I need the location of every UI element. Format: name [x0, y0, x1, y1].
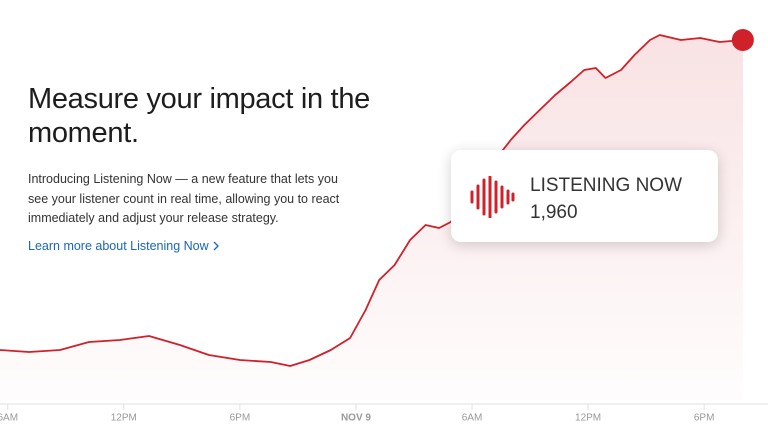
latest-point [731, 29, 754, 51]
line [0, 34, 743, 367]
x-tick-label: 6PM [694, 413, 715, 424]
body-text: Introducing Listening Now — a new featur… [28, 172, 340, 225]
link-text[interactable]: Learn more about Listening Now [28, 238, 209, 253]
learn-more-link[interactable]: Learn more about Listening Now [28, 239, 220, 253]
listener-count: 1,960 [530, 202, 578, 223]
x-tick-label: 12PM [575, 413, 601, 424]
x-tick-label: NOV 9 [341, 413, 371, 424]
listening-card: LISTENING NOW 1,960 [451, 150, 718, 242]
x-tick-label: 12PM [111, 413, 137, 424]
header: Measure your impact in the moment. Intro… [28, 82, 378, 255]
waveform-icon [470, 176, 515, 218]
headline: Measure your impact in the moment. [28, 83, 370, 149]
x-tick-label: 6AM [462, 413, 483, 424]
x-tick-label: 6AM [0, 413, 18, 424]
chevron-icon [213, 241, 220, 250]
card-label: LISTENING NOW [530, 175, 683, 196]
x-tick-label: 6PM [230, 413, 251, 424]
area [0, 35, 743, 400]
